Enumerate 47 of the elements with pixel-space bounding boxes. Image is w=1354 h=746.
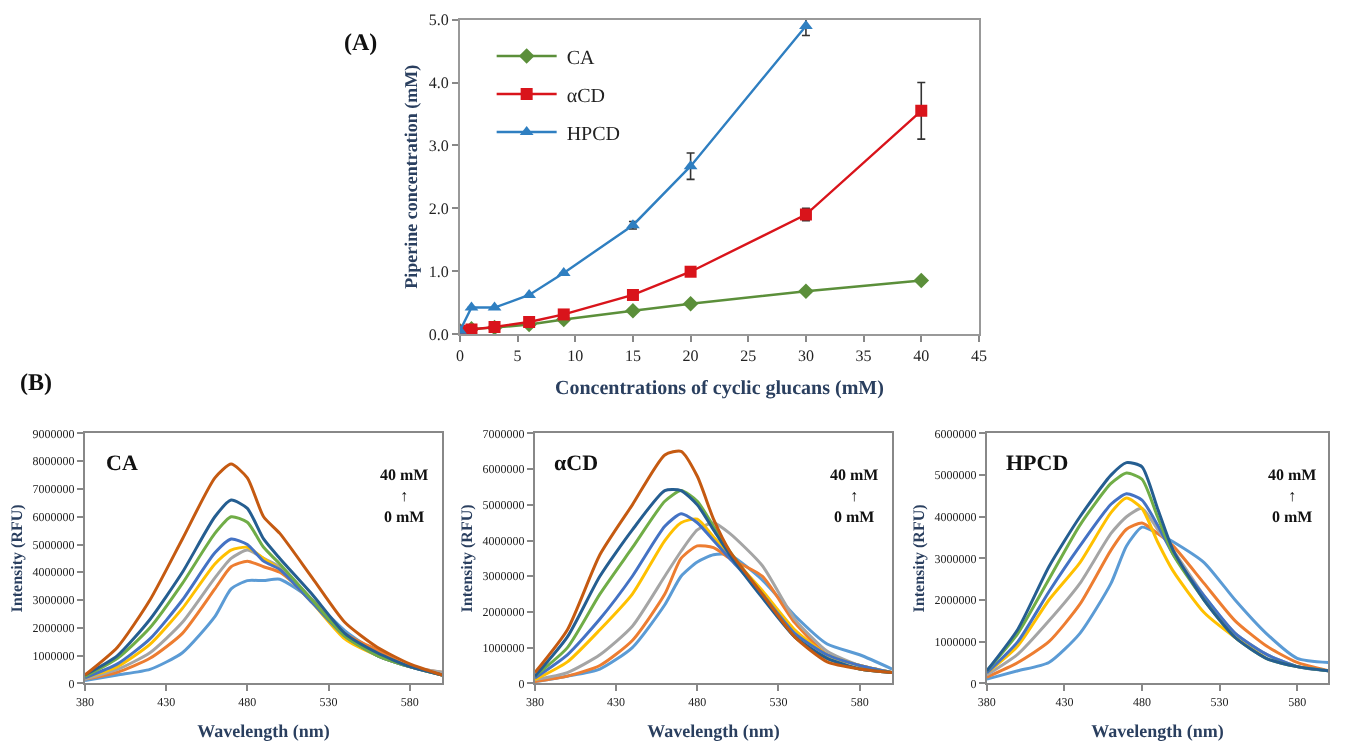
x-tick-label: 40 xyxy=(913,347,930,366)
point xyxy=(799,19,813,29)
x-tick-label: 25 xyxy=(740,347,757,366)
y-axis-title: Intensity (RFU) xyxy=(909,503,928,613)
text: CA xyxy=(106,452,138,476)
y-tick-label: 5.0 xyxy=(428,11,449,30)
annotation: 40 mM ↑ 0 mM xyxy=(380,466,430,526)
text: (A) xyxy=(344,28,378,56)
point xyxy=(523,315,536,328)
x-axis-title: Wavelength (nm) xyxy=(1091,721,1224,742)
y-axis-title: Intensity (RFU) xyxy=(457,503,476,613)
x-tick-label: 15 xyxy=(624,347,641,366)
y-tick-label: 0.0 xyxy=(428,325,449,344)
y-tick-label: 3.0 xyxy=(428,137,449,156)
x-tick-label: 5 xyxy=(513,347,522,366)
text: (B) xyxy=(20,368,52,396)
annotation: 40 mM ↑ 0 mM xyxy=(1268,466,1318,526)
point xyxy=(682,295,699,312)
point xyxy=(684,265,697,278)
text: HPCD xyxy=(1006,452,1069,476)
x-axis-title: Wavelength (nm) xyxy=(197,721,330,742)
x-tick-label: 0 xyxy=(455,347,464,366)
x-tick-label: 45 xyxy=(970,347,987,366)
annotation: 40 mM ↑ 0 mM xyxy=(830,466,880,526)
x-tick-label: 35 xyxy=(855,347,872,366)
x-tick-label: 10 xyxy=(567,347,584,366)
x-tick-label: 30 xyxy=(797,347,814,366)
y-tick-label: 4.0 xyxy=(428,74,449,93)
point xyxy=(913,272,930,289)
y-axis-title: Intensity (RFU) xyxy=(7,503,26,613)
point xyxy=(798,283,814,300)
legend-label: CA xyxy=(566,47,596,70)
x-axis-title: Concentrations of cyclic glucans (mM) xyxy=(555,378,884,401)
legend-label: αCD xyxy=(566,85,605,108)
y-tick-label: 1.0 xyxy=(428,262,449,281)
y-axis-title: Piperine concentration (mM) xyxy=(401,64,422,289)
legend-label: HPCD xyxy=(566,123,621,146)
point xyxy=(626,288,639,301)
point xyxy=(915,104,928,117)
line-series xyxy=(986,496,1268,675)
line-series xyxy=(534,449,893,675)
text: αCD xyxy=(554,452,599,476)
x-tick-label: 20 xyxy=(682,347,699,366)
y-tick-label: 2.0 xyxy=(428,199,449,218)
point xyxy=(625,302,641,319)
point xyxy=(557,308,570,321)
x-axis-title: Wavelength (nm) xyxy=(647,721,780,742)
